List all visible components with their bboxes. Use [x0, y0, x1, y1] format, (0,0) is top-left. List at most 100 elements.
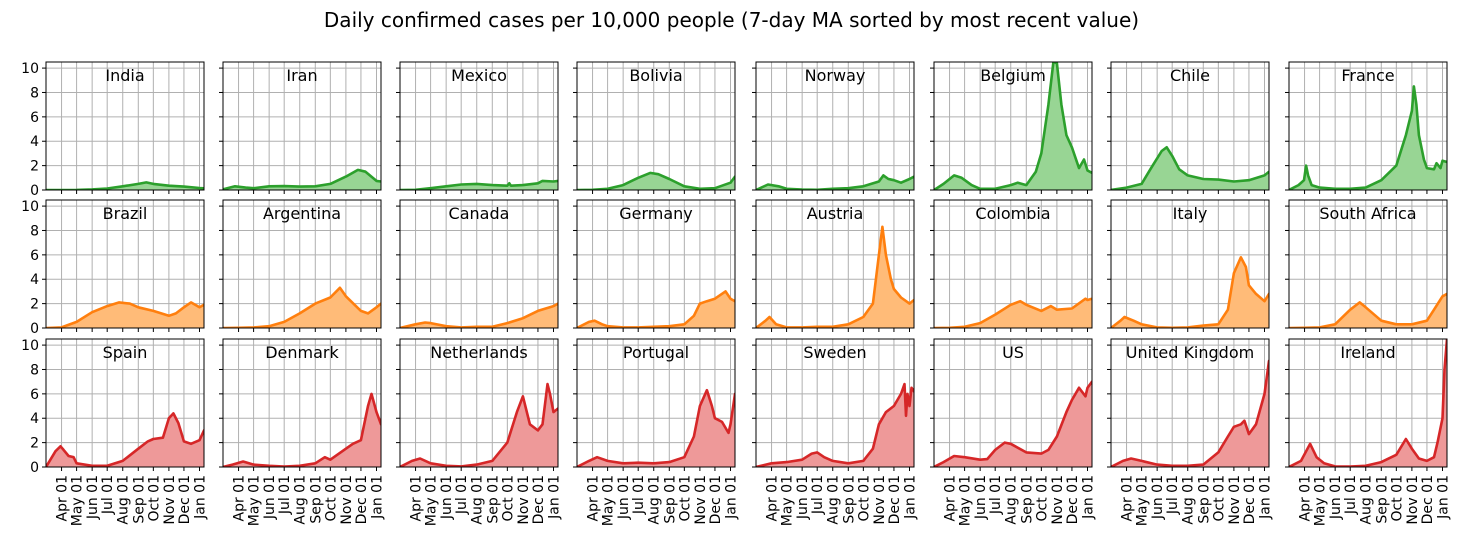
area-netherlands — [400, 384, 558, 467]
panel-spain: 0 2 4 6 8 10 Apr 01 May 01 Jun 01 Jul 01 Aug 01 Sep… — [21, 338, 208, 526]
series-line-us — [934, 380, 1092, 467]
x-tick-label: Jan 01 — [1257, 475, 1273, 520]
area-italy — [1111, 257, 1269, 328]
series-line-spain — [46, 412, 204, 467]
panel-title-canada: Canada — [449, 204, 510, 223]
panel-ireland: Apr 01 May 01 Jun 01 Jul 01 Aug 01 Sep 01 Oct … — [1285, 338, 1451, 526]
panel-mexico: Mexico — [396, 61, 559, 194]
panel-frame — [45, 338, 205, 468]
panel-title-spain: Spain — [103, 343, 148, 362]
x-tick-label: May 01 — [424, 475, 440, 526]
x-tick-label: Apr 01 — [586, 475, 602, 521]
panel-title-italy: Italy — [1173, 204, 1208, 223]
series-line-portugal — [577, 388, 735, 467]
panel-frame — [1110, 338, 1270, 468]
series-line-argentina — [223, 286, 381, 328]
x-tick-label: Apr 01 — [1120, 475, 1136, 521]
area-chile — [1111, 147, 1269, 190]
area-united-kingdom — [1111, 360, 1269, 467]
series-line-norway — [756, 174, 914, 190]
x-tick-label: Jun 01 — [616, 475, 632, 520]
panel-germany: Germany — [573, 199, 736, 332]
x-tick-label: Aug 01 — [826, 475, 842, 525]
x-tick-label: Jan 01 — [902, 475, 918, 520]
series-line-bolivia — [577, 171, 735, 190]
x-tick-label: Aug 01 — [1359, 475, 1375, 525]
y-tick-label: 6 — [30, 387, 39, 403]
panel-frame — [576, 61, 736, 191]
x-tick-label: Nov 01 — [1227, 475, 1243, 525]
panel-title-united-kingdom: United Kingdom — [1126, 343, 1254, 362]
x-tick-label: Sep 01 — [1196, 475, 1212, 524]
chart-title: Daily confirmed cases per 10,000 people … — [323, 8, 1140, 32]
x-tick-label: Jul 01 — [100, 475, 116, 515]
x-tick-label: Aug 01 — [647, 475, 663, 525]
series-line-austria — [756, 225, 914, 328]
x-tick-label: May 01 — [247, 475, 263, 526]
area-denmark — [223, 393, 381, 467]
x-tick-label: Sep 01 — [485, 475, 501, 524]
panel-france: France — [1285, 61, 1448, 194]
panel-title-mexico: Mexico — [451, 66, 507, 85]
panel-frame — [1288, 338, 1448, 468]
x-tick-label: Oct 01 — [1034, 475, 1050, 521]
x-tick-label: Jul 01 — [631, 475, 647, 515]
panel-frame — [755, 199, 915, 329]
panel-title-netherlands: Netherlands — [430, 343, 528, 362]
x-tick-label: Dec 01 — [708, 475, 724, 524]
x-tick-label: Sep 01 — [131, 475, 147, 524]
series-line-iran — [223, 168, 381, 190]
y-tick-label: 8 — [30, 223, 39, 239]
y-tick-label: 4 — [30, 411, 39, 427]
panel-title-bolivia: Bolivia — [629, 66, 682, 85]
panel-portugal: Apr 01 May 01 Jun 01 Jul 01 Aug 01 Sep 01 Oct … — [573, 338, 739, 526]
panel-colombia: Colombia — [930, 199, 1093, 332]
panel-title-denmark: Denmark — [265, 343, 339, 362]
panel-frame — [399, 61, 559, 191]
series-line-sweden — [756, 382, 914, 467]
area-belgium — [934, 62, 1092, 190]
panel-title-brazil: Brazil — [103, 204, 148, 223]
x-tick-label: Dec 01 — [1242, 475, 1258, 524]
x-tick-label: Oct 01 — [146, 475, 162, 521]
x-tick-label: May 01 — [1313, 475, 1329, 526]
area-us — [934, 381, 1092, 467]
x-tick-label: Oct 01 — [677, 475, 693, 521]
y-tick-label: 8 — [30, 362, 39, 378]
x-tick-label: Jan 01 — [1080, 475, 1096, 520]
x-tick-label: Jul 01 — [454, 475, 470, 515]
y-tick-label: 10 — [21, 61, 39, 77]
panel-norway: Norway — [752, 61, 915, 194]
panel-title-argentina: Argentina — [263, 204, 341, 223]
x-tick-label: Aug 01 — [293, 475, 309, 525]
series-line-south-africa — [1289, 292, 1447, 328]
series-line-mexico — [400, 179, 558, 190]
series-line-italy — [1111, 256, 1269, 328]
x-tick-label: Aug 01 — [470, 475, 486, 525]
x-tick-label: Jan 01 — [192, 475, 208, 520]
x-tick-label: Jul 01 — [1165, 475, 1181, 515]
panel-bolivia: Bolivia — [573, 61, 736, 194]
x-tick-label: Jun 01 — [85, 475, 101, 520]
x-tick-label: Apr 01 — [1298, 475, 1314, 521]
x-tick-label: Aug 01 — [116, 475, 132, 525]
x-tick-label: Nov 01 — [162, 475, 178, 525]
x-tick-label: Nov 01 — [693, 475, 709, 525]
panel-title-ireland: Ireland — [1340, 343, 1395, 362]
area-norway — [756, 175, 914, 190]
series-line-united-kingdom — [1111, 359, 1269, 467]
series-line-canada — [400, 302, 558, 328]
panel-argentina: Argentina — [219, 199, 382, 332]
area-argentina — [223, 287, 381, 328]
area-colombia — [934, 298, 1092, 328]
x-tick-label: Oct 01 — [1389, 475, 1405, 521]
panel-title-iran: Iran — [286, 66, 317, 85]
panel-frame — [45, 199, 205, 329]
x-tick-label: Dec 01 — [531, 475, 547, 524]
x-tick-label: Jun 01 — [439, 475, 455, 520]
panel-us: Apr 01 May 01 Jun 01 Jul 01 Aug 01 Sep 01 Oct … — [930, 338, 1096, 526]
area-brazil — [46, 302, 204, 328]
panel-belgium: Belgium — [930, 61, 1093, 194]
x-tick-label: Jun 01 — [1328, 475, 1344, 520]
x-tick-label: Sep 01 — [1019, 475, 1035, 524]
